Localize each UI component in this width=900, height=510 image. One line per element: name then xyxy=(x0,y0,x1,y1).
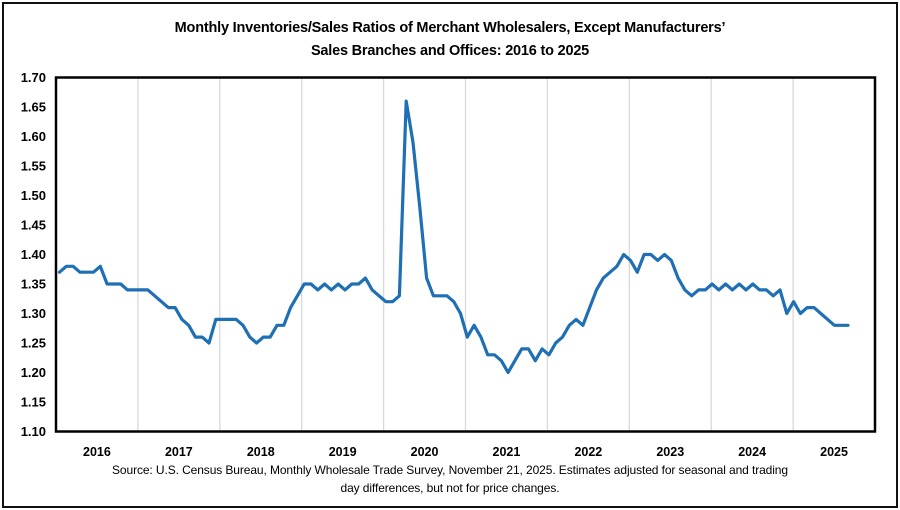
x-axis-year-label: 2023 xyxy=(656,445,684,459)
y-axis-tick-label: 1.15 xyxy=(21,395,46,410)
y-axis-tick-label: 1.25 xyxy=(21,336,46,351)
source-note-line2: day differences, but not for price chang… xyxy=(340,481,560,495)
y-axis-tick-label: 1.10 xyxy=(21,424,46,439)
y-axis-tick-label: 1.40 xyxy=(21,247,46,262)
y-axis-tick-label: 1.35 xyxy=(21,277,46,292)
y-axis-tick-label: 1.50 xyxy=(21,188,46,203)
ratio-line-series xyxy=(57,99,850,375)
x-axis-year-label: 2025 xyxy=(820,445,848,459)
x-axis-year-label: 2022 xyxy=(574,445,602,459)
chart-title-line1: Monthly Inventories/Sales Ratios of Merc… xyxy=(174,20,726,36)
x-axis-year-label: 2019 xyxy=(329,445,357,459)
x-axis-year-label: 2024 xyxy=(738,445,766,459)
y-axis-tick-label: 1.70 xyxy=(21,70,46,85)
y-axis-tick-label: 1.65 xyxy=(21,100,46,115)
source-note-line1: Source: U.S. Census Bureau, Monthly Whol… xyxy=(112,463,788,477)
x-axis-year-label: 2018 xyxy=(247,445,275,459)
y-axis-tick-label: 1.20 xyxy=(21,365,46,380)
x-axis-year-label: 2021 xyxy=(493,445,521,459)
y-axis-tick-label: 1.30 xyxy=(21,306,46,321)
plot-border xyxy=(54,76,877,433)
x-axis-year-label: 2016 xyxy=(83,445,111,459)
y-axis-tick-label: 1.45 xyxy=(21,218,46,233)
y-axis-tick-label: 1.55 xyxy=(21,159,46,174)
x-axis-year-label: 2017 xyxy=(165,445,193,459)
y-axis-tick-label: 1.60 xyxy=(21,129,46,144)
chart-title-line2: Sales Branches and Offices: 2016 to 2025 xyxy=(310,43,590,59)
x-axis-year-label: 2020 xyxy=(411,445,439,459)
